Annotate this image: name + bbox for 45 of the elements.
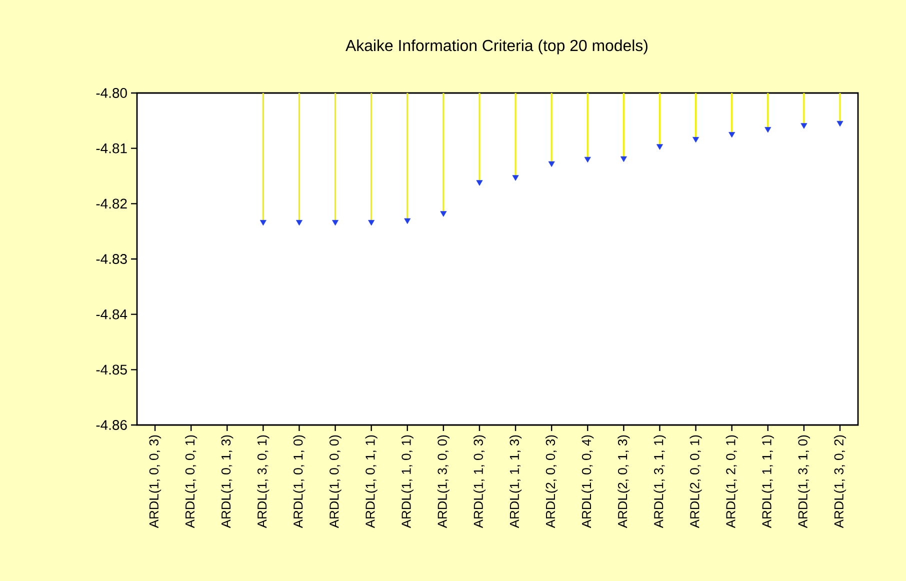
y-tick-label: -4.83 (96, 254, 127, 264)
point (692, 136, 699, 143)
point (260, 220, 266, 226)
point (512, 175, 519, 181)
x-tick-label: ARDL(1, 2, 0, 1) (726, 435, 738, 528)
x-tick-label: ARDL(1, 1, 0, 3) (473, 435, 486, 528)
x-tick-label: ARDL(2, 0, 0, 1) (690, 435, 702, 528)
point (548, 161, 555, 167)
point (404, 218, 411, 224)
point (368, 220, 375, 226)
x-tick-label: ARDL(1, 0, 0, 3) (148, 435, 162, 528)
x-tick-label: ARDL(1, 0, 0, 0) (329, 435, 342, 528)
point (332, 220, 338, 226)
point (584, 156, 591, 163)
x-tick-label: ARDL(1, 3, 1, 0) (798, 435, 810, 528)
point (836, 120, 844, 127)
x-tick-label: ARDL(1, 1, 1, 1) (762, 435, 774, 528)
x-tick-label: ARDL(1, 3, 0, 0) (437, 435, 450, 528)
y-tick-label: -4.86 (96, 420, 127, 430)
x-tick-label: ARDL(1, 0, 1, 3) (221, 435, 234, 528)
x-tick-label: ARDL(1, 3, 0, 1) (257, 435, 270, 528)
point (656, 144, 663, 150)
x-tick-label: ARDL(2, 0, 0, 3) (546, 435, 558, 528)
x-tick-label: ARDL(1, 3, 0, 2) (834, 435, 846, 528)
point (476, 180, 483, 186)
x-tick-label: ARDL(1, 0, 1, 1) (365, 435, 378, 528)
point (800, 123, 808, 129)
x-tick-label: ARDL(1, 0, 0, 4) (582, 435, 594, 528)
x-tick-label: ARDL(1, 0, 0, 1) (185, 435, 198, 528)
x-tick-label: ARDL(2, 0, 1, 3) (618, 435, 630, 528)
y-tick-label: -4.84 (96, 309, 128, 320)
y-tick-label: -4.82 (96, 198, 127, 209)
chart-title: Akaike Information Criteria (top 20 models) (346, 39, 648, 54)
x-tick-label: ARDL(1, 0, 1, 0) (293, 435, 306, 528)
x-tick-label: ARDL(1, 1, 1, 3) (509, 435, 522, 528)
point (620, 156, 627, 162)
x-tick-label: ARDL(1, 3, 1, 1) (654, 435, 666, 528)
point (296, 220, 302, 226)
point (440, 211, 447, 217)
x-tick-label: ARDL(1, 1, 0, 1) (401, 435, 414, 528)
point (728, 132, 736, 138)
y-tick-label: -4.80 (96, 88, 127, 98)
point (764, 127, 772, 133)
y-tick-label: -4.85 (96, 364, 127, 375)
y-tick-label: -4.81 (96, 143, 127, 154)
